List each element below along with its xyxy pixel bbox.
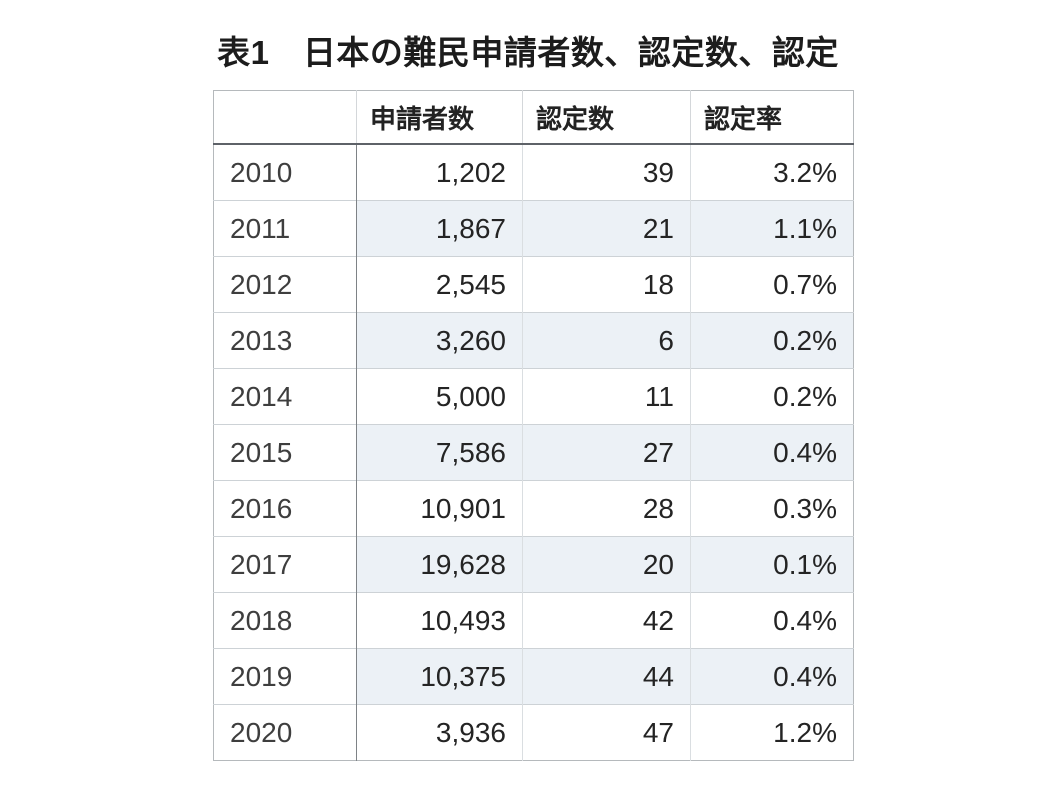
table-row: 2019 10,375 44 0.4%: [213, 648, 854, 705]
year-cell: 2015: [213, 424, 357, 481]
refugee-stats-table: 申請者数 認定数 認定率 2010 1,202 39 3.2% 2011 1,8…: [213, 90, 854, 761]
year-cell: 2020: [213, 704, 357, 761]
applicants-cell: 5,000: [356, 368, 523, 425]
year-cell: 2011: [213, 200, 357, 257]
applicants-cell: 3,936: [356, 704, 523, 761]
rate-cell: 1.1%: [690, 200, 854, 257]
rate-cell: 0.7%: [690, 256, 854, 313]
table-row: 2015 7,586 27 0.4%: [213, 424, 854, 481]
recognized-cell: 11: [522, 368, 691, 425]
year-cell: 2018: [213, 592, 357, 649]
recognized-cell: 20: [522, 536, 691, 593]
header-recognized: 認定数: [522, 90, 691, 145]
applicants-cell: 7,586: [356, 424, 523, 481]
rate-cell: 0.3%: [690, 480, 854, 537]
recognized-cell: 28: [522, 480, 691, 537]
table-row: 2012 2,545 18 0.7%: [213, 256, 854, 313]
year-cell: 2014: [213, 368, 357, 425]
year-cell: 2010: [213, 143, 357, 201]
table-row: 2014 5,000 11 0.2%: [213, 368, 854, 425]
year-cell: 2012: [213, 256, 357, 313]
table-row: 2020 3,936 47 1.2%: [213, 704, 854, 761]
rate-cell: 3.2%: [690, 143, 854, 201]
rate-cell: 0.2%: [690, 312, 854, 369]
recognized-cell: 21: [522, 200, 691, 257]
year-cell: 2019: [213, 648, 357, 705]
rate-cell: 0.4%: [690, 424, 854, 481]
year-cell: 2017: [213, 536, 357, 593]
applicants-cell: 2,545: [356, 256, 523, 313]
recognized-cell: 6: [522, 312, 691, 369]
header-year: [213, 90, 357, 145]
applicants-cell: 3,260: [356, 312, 523, 369]
applicants-cell: 1,202: [356, 143, 523, 201]
recognized-cell: 42: [522, 592, 691, 649]
table-row: 2017 19,628 20 0.1%: [213, 536, 854, 593]
table-title: 表1 日本の難民申請者数、認定数、認定: [217, 34, 839, 71]
rate-cell: 1.2%: [690, 704, 854, 761]
table-row: 2016 10,901 28 0.3%: [213, 480, 854, 537]
year-cell: 2016: [213, 480, 357, 537]
applicants-cell: 10,375: [356, 648, 523, 705]
year-cell: 2013: [213, 312, 357, 369]
header-applicants: 申請者数: [356, 90, 523, 145]
table-row: 2010 1,202 39 3.2%: [213, 143, 854, 201]
applicants-cell: 19,628: [356, 536, 523, 593]
recognized-cell: 39: [522, 143, 691, 201]
applicants-cell: 10,493: [356, 592, 523, 649]
rate-cell: 0.2%: [690, 368, 854, 425]
table-body: 2010 1,202 39 3.2% 2011 1,867 21 1.1% 20…: [213, 143, 854, 761]
header-row: 申請者数 認定数 認定率: [213, 90, 854, 145]
recognized-cell: 27: [522, 424, 691, 481]
recognized-cell: 18: [522, 256, 691, 313]
table-header: 申請者数 認定数 認定率: [213, 90, 854, 145]
applicants-cell: 1,867: [356, 200, 523, 257]
rate-cell: 0.1%: [690, 536, 854, 593]
header-rate: 認定率: [690, 90, 854, 145]
recognized-cell: 44: [522, 648, 691, 705]
table-row: 2011 1,867 21 1.1%: [213, 200, 854, 257]
applicants-cell: 10,901: [356, 480, 523, 537]
rate-cell: 0.4%: [690, 592, 854, 649]
recognized-cell: 47: [522, 704, 691, 761]
table-row: 2013 3,260 6 0.2%: [213, 312, 854, 369]
table-row: 2018 10,493 42 0.4%: [213, 592, 854, 649]
rate-cell: 0.4%: [690, 648, 854, 705]
